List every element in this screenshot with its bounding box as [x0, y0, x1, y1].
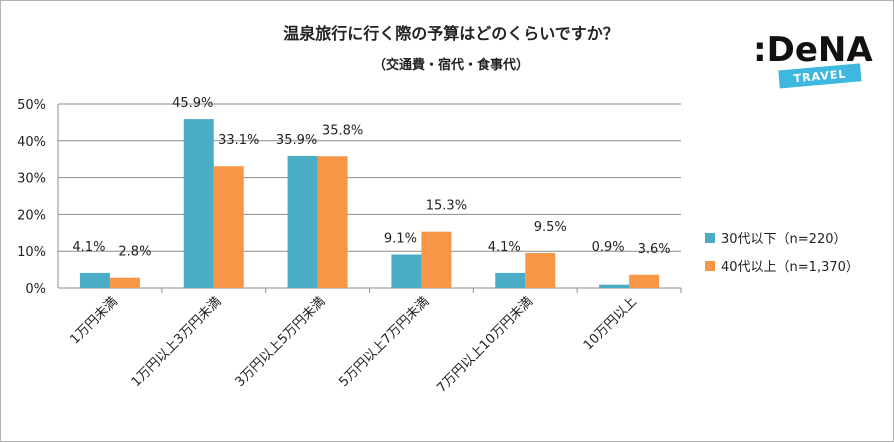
y-tick-label: 40% [17, 135, 46, 150]
y-tick-label: 30% [17, 172, 46, 187]
bar-series2 [109, 277, 140, 288]
x-category-label: 7万円以上10万円未満 [434, 294, 536, 396]
x-category-label: 10万円以上 [581, 294, 640, 353]
data-label: 3.6% [638, 242, 671, 257]
data-label: 15.3% [426, 199, 467, 214]
bar-series1 [495, 272, 526, 288]
chart-title: 温泉旅行に行く際の予算はどのくらいですか？ [282, 24, 619, 43]
bar-series1 [391, 254, 422, 288]
chart-subtitle: （交通費・宿代・食事代） [373, 57, 529, 73]
data-label: 4.1% [72, 240, 105, 255]
data-label: 2.8% [118, 245, 151, 260]
bar-series2 [213, 166, 244, 288]
grid-layer [58, 103, 681, 252]
legend-label: 30代以下（n=220） [721, 232, 847, 247]
data-label: 4.1% [488, 240, 521, 255]
x-category-label: 5万円以上7万円未満 [336, 294, 432, 390]
data-label: 0.9% [592, 240, 625, 255]
bar-series1 [599, 284, 630, 288]
data-label: 9.5% [534, 220, 567, 235]
logo-wordmark: :DeNA [753, 30, 873, 70]
legend-label: 40代以上（n=1,370） [721, 260, 859, 275]
y-tick-label: 50% [17, 98, 46, 113]
bar-series2 [317, 156, 348, 288]
legend: 30代以下（n=220） 40代以上（n=1,370） [705, 232, 859, 275]
bar-series2 [629, 274, 660, 288]
bar-series2 [421, 231, 452, 288]
legend-swatch [705, 261, 715, 271]
legend-swatch [705, 233, 715, 243]
data-label: 33.1% [218, 133, 259, 148]
y-tick-label: 10% [17, 245, 46, 260]
bar-series1 [79, 272, 110, 288]
logo-band [778, 63, 862, 89]
data-label: 45.9% [172, 96, 213, 111]
bar-series2 [525, 253, 556, 288]
data-label-layer: 4.1% 2.8% 45.9% 33.1% 35.9% 35.8% 9.1% 15.3% 4.1… [72, 96, 670, 260]
x-category-label: 1万円以上3万円未満 [129, 294, 225, 390]
logo-subtext: TRAVEL [793, 68, 847, 86]
bar-layer [79, 119, 660, 288]
x-category-label: 3万円以上5万円未満 [233, 294, 329, 390]
category-label-layer: 1万円未満 1万円以上3万円未満 3万円以上5万円未満 5万円以上7万円未満 7万円以上… [68, 294, 640, 396]
data-label: 35.8% [322, 123, 363, 138]
data-label: 9.1% [384, 232, 417, 247]
y-tick-label: 0% [25, 282, 46, 297]
bar-series1 [183, 119, 214, 288]
axis-layer: 0% 10% 20% 30% 40% 50% [17, 98, 682, 297]
x-category-label: 1万円未満 [68, 294, 121, 347]
y-tick-label: 20% [17, 208, 46, 223]
data-label: 35.9% [276, 133, 317, 148]
brand-logo: :DeNA TRAVEL [753, 30, 873, 89]
bar-series1 [287, 155, 318, 288]
